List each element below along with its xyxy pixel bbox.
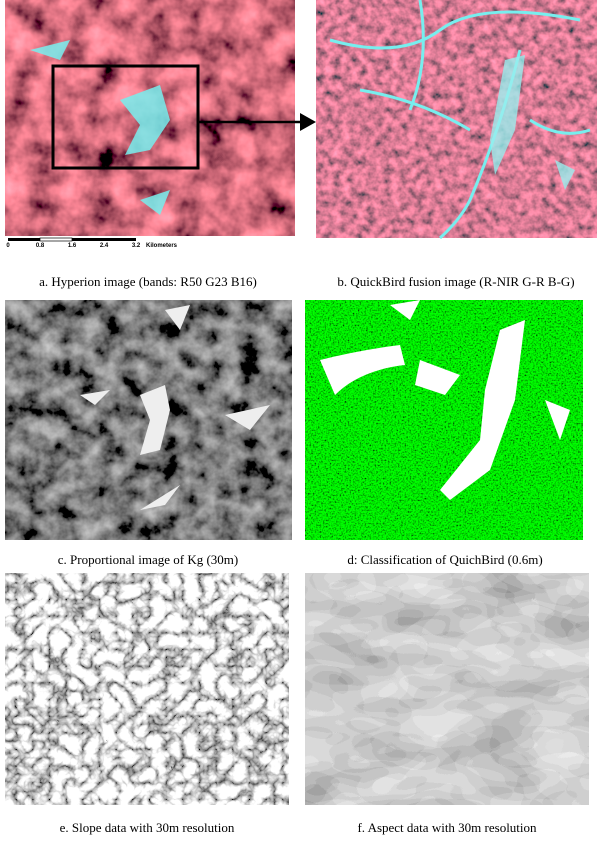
scale-label: 0 [6,243,10,249]
scale-seg [72,238,136,241]
scale-label: 1.6 [68,243,77,249]
scale-seg [8,238,40,241]
panel-c-image [5,300,292,540]
scale-seg [40,238,72,241]
caption: e. Slope data with 30m resolution [60,820,235,835]
classification-image [305,300,583,540]
caption: d: Classification of QuichBird (0.6m) [347,552,542,567]
caption: a. Hyperion image (bands: R50 G23 B16) [39,274,257,289]
scale-label: 3.2 [132,243,141,249]
quickbird-image [316,0,597,238]
scale-unit: Kilometers [146,243,178,249]
panel-b-image [316,0,597,238]
caption: b. QuickBird fusion image (R-NIR G-R B-G… [337,274,574,289]
caption: f. Aspect data with 30m resolution [357,820,537,835]
scale-bar: 0 0.8 1.6 2.4 3.2 Kilometers [6,238,177,249]
panel-a-image [5,0,316,236]
arrow-head [300,113,316,131]
aspect-image [305,573,589,805]
scale-label: 2.4 [100,243,109,249]
panel-d-image [305,300,583,540]
scale-label: 0.8 [36,243,45,249]
caption: c. Proportional image of Kg (30m) [58,552,239,567]
slope-image [5,573,289,805]
page: {"scale_bar": {"labels": ["0", "0.8", "1… [0,0,597,841]
figure: 0 0.8 1.6 2.4 3.2 Kilometers a. Hyperion… [0,0,597,841]
